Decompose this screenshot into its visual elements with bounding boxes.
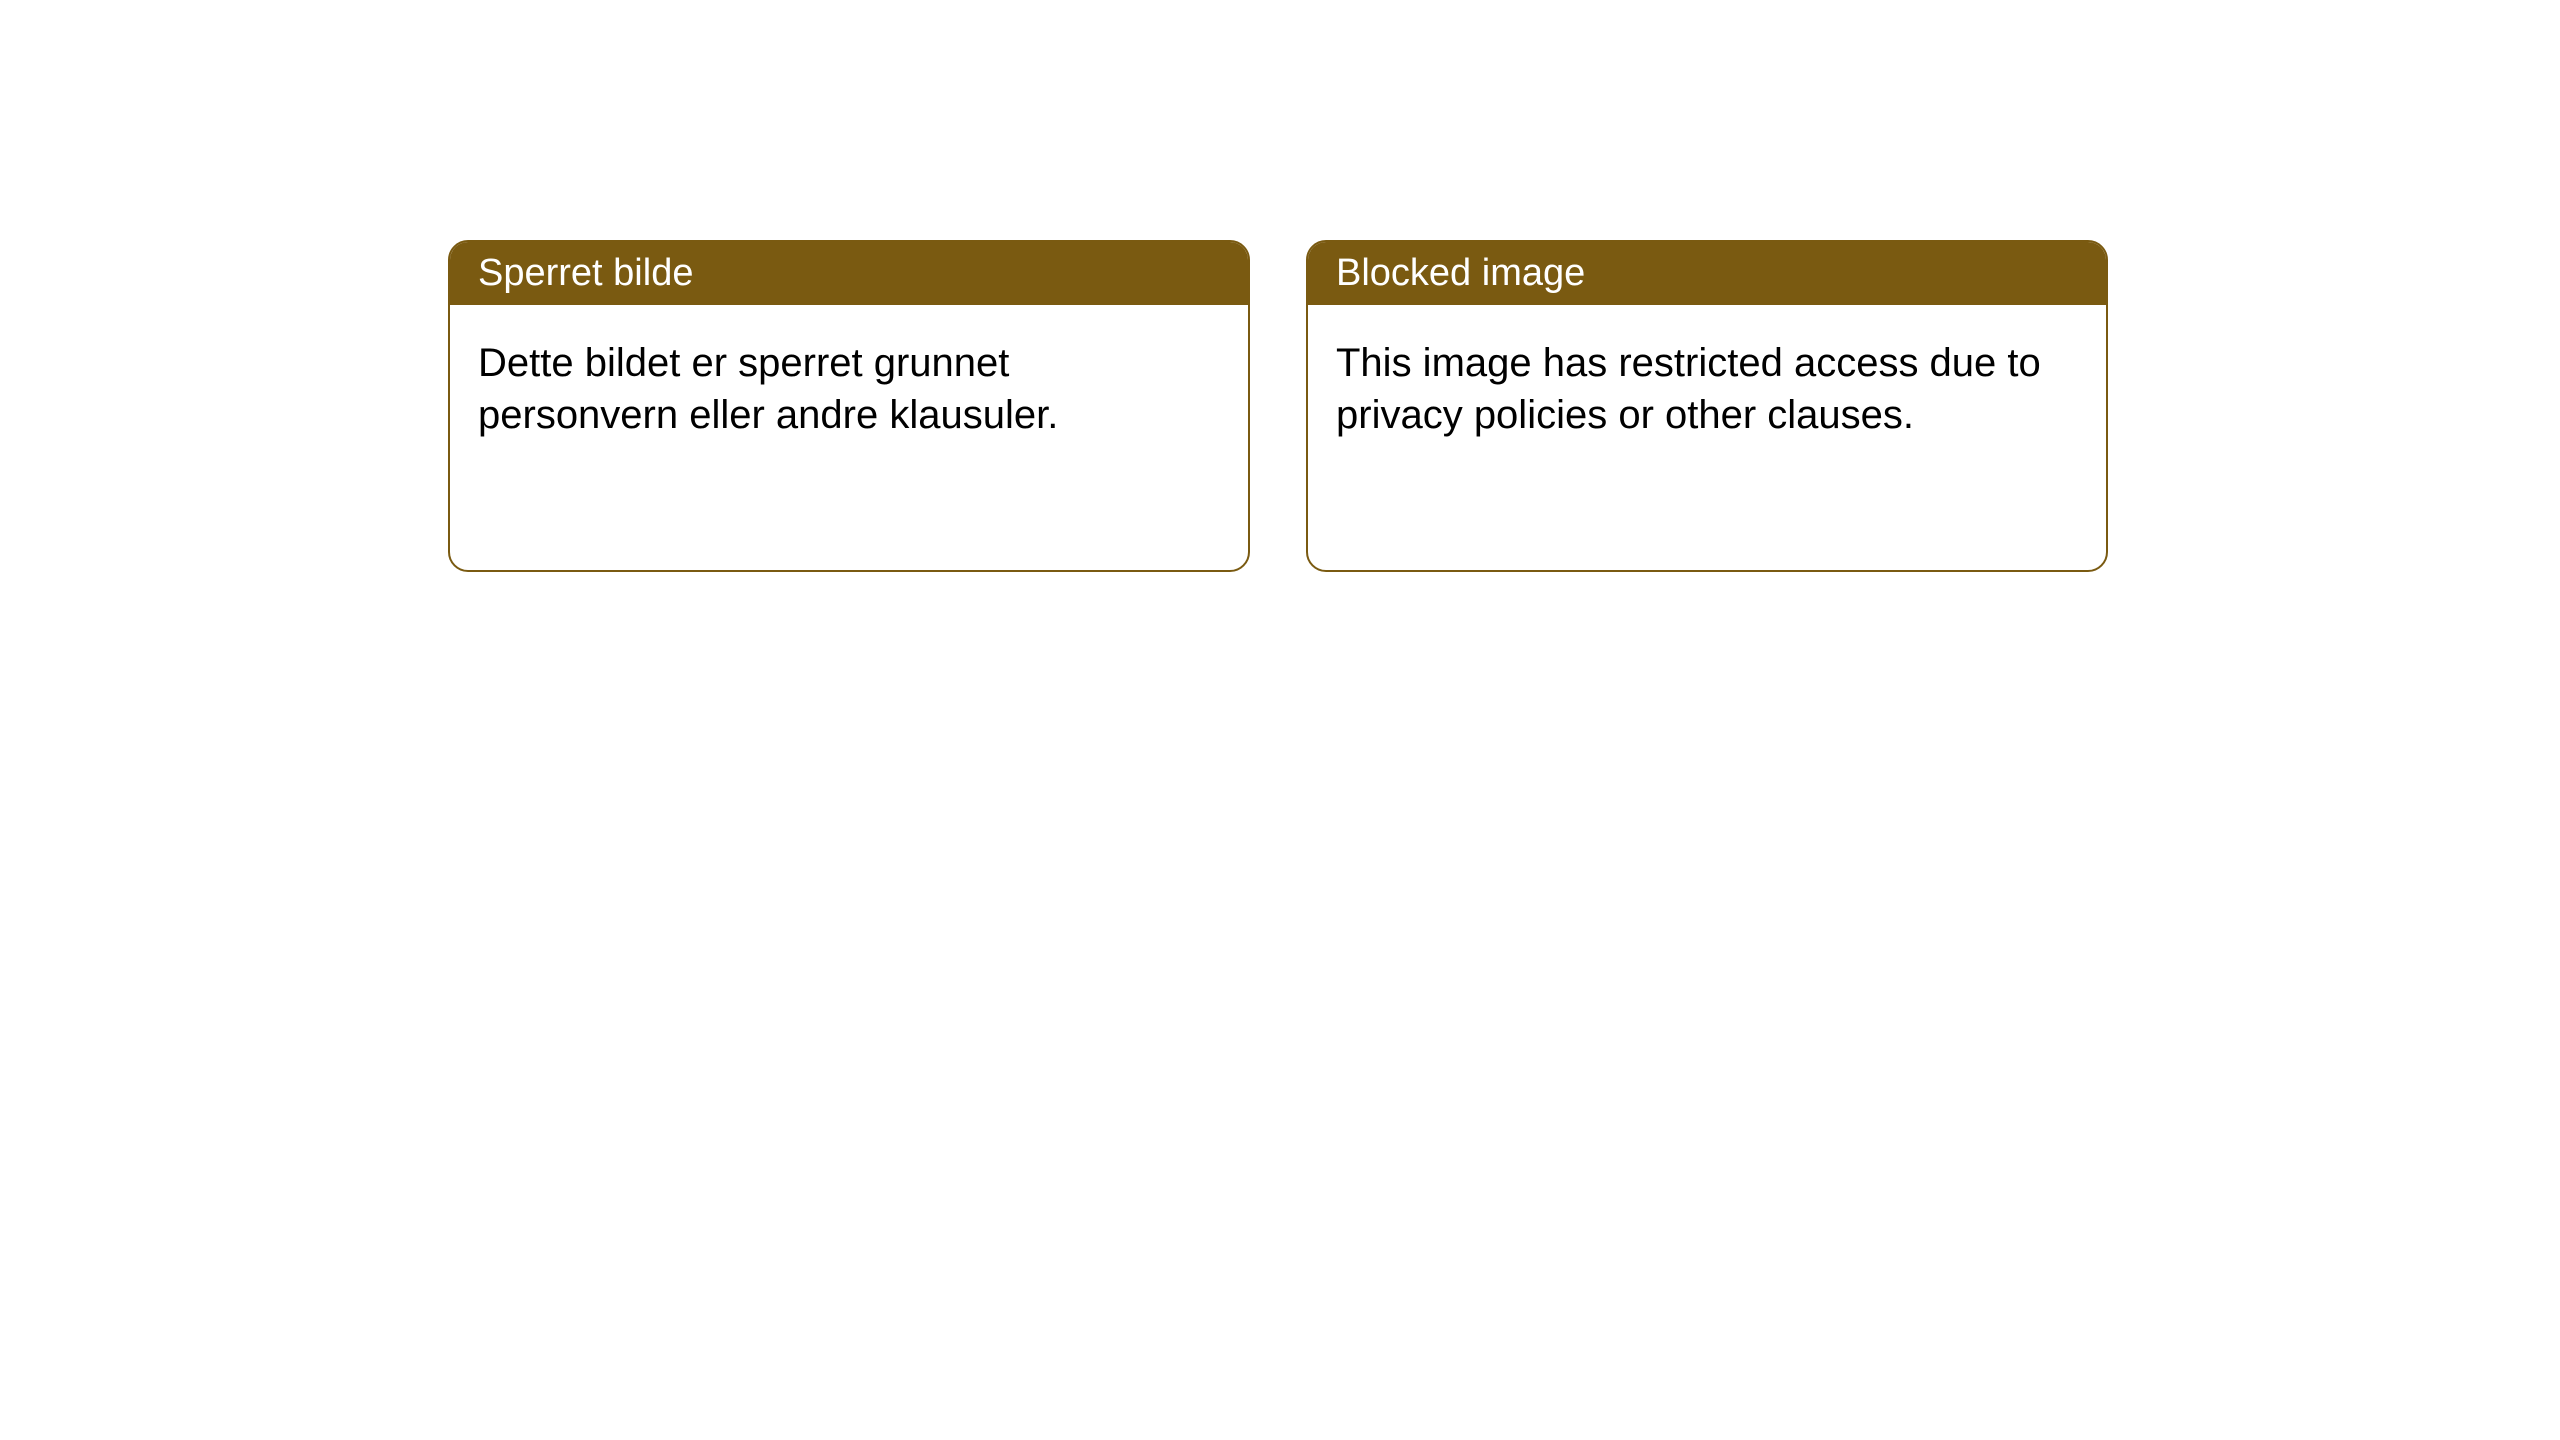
card-title: Sperret bilde — [478, 252, 693, 294]
card-body-text: Dette bildet er sperret grunnet personve… — [478, 341, 1058, 437]
notice-container: Sperret bilde Dette bildet er sperret gr… — [0, 0, 2560, 572]
card-title: Blocked image — [1336, 252, 1585, 294]
card-body: Dette bildet er sperret grunnet personve… — [450, 305, 1248, 570]
notice-card-english: Blocked image This image has restricted … — [1306, 240, 2108, 572]
card-body: This image has restricted access due to … — [1308, 305, 2106, 570]
card-header: Sperret bilde — [450, 242, 1248, 305]
card-body-text: This image has restricted access due to … — [1336, 341, 2041, 437]
card-header: Blocked image — [1308, 242, 2106, 305]
notice-card-norwegian: Sperret bilde Dette bildet er sperret gr… — [448, 240, 1250, 572]
